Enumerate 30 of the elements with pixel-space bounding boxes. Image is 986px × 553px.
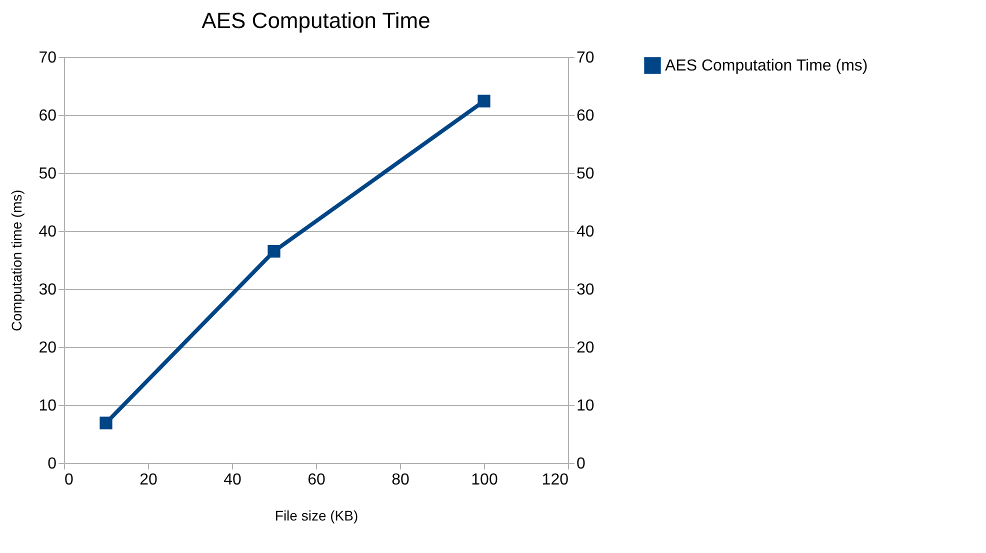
y2-tick-label: 20	[576, 340, 594, 356]
y-tick-label: 20	[38, 340, 57, 356]
y2-tick-label: 30	[576, 282, 594, 298]
y2-tick-label: 70	[576, 50, 594, 66]
x-tick-label: 40	[224, 472, 242, 488]
y-tick-label: 40	[38, 224, 57, 240]
point	[100, 416, 112, 430]
x-tick-label: 120	[542, 472, 569, 488]
chart-title: AES Computation Time	[202, 8, 430, 33]
legend-label: AES Computation Time (ms)	[665, 58, 868, 74]
y-tick-label: 60	[38, 108, 57, 124]
y-axis-title: Computation time (ms)	[8, 190, 25, 332]
y-tick-label: 30	[38, 282, 57, 298]
y-tick-label: 70	[38, 50, 57, 66]
y2-tick-label: 60	[576, 108, 594, 124]
x-tick-label: 100	[471, 472, 498, 488]
point	[268, 244, 280, 258]
x-axis-title: File size (KB)	[274, 508, 358, 524]
y-tick-label: 0	[48, 456, 57, 472]
y2-tick-label: 0	[576, 456, 586, 472]
x-tick-label: 20	[140, 472, 158, 488]
y2-tick-label: 40	[576, 224, 594, 240]
point	[478, 94, 490, 108]
y-tick-label: 50	[38, 166, 57, 182]
y-tick-label: 10	[38, 398, 57, 414]
x-tick-label: 80	[392, 472, 410, 488]
x-tick-label: 0	[64, 472, 74, 488]
y2-tick-label: 10	[576, 398, 594, 414]
x-tick-label: 60	[308, 472, 326, 488]
y2-tick-label: 50	[576, 166, 594, 182]
